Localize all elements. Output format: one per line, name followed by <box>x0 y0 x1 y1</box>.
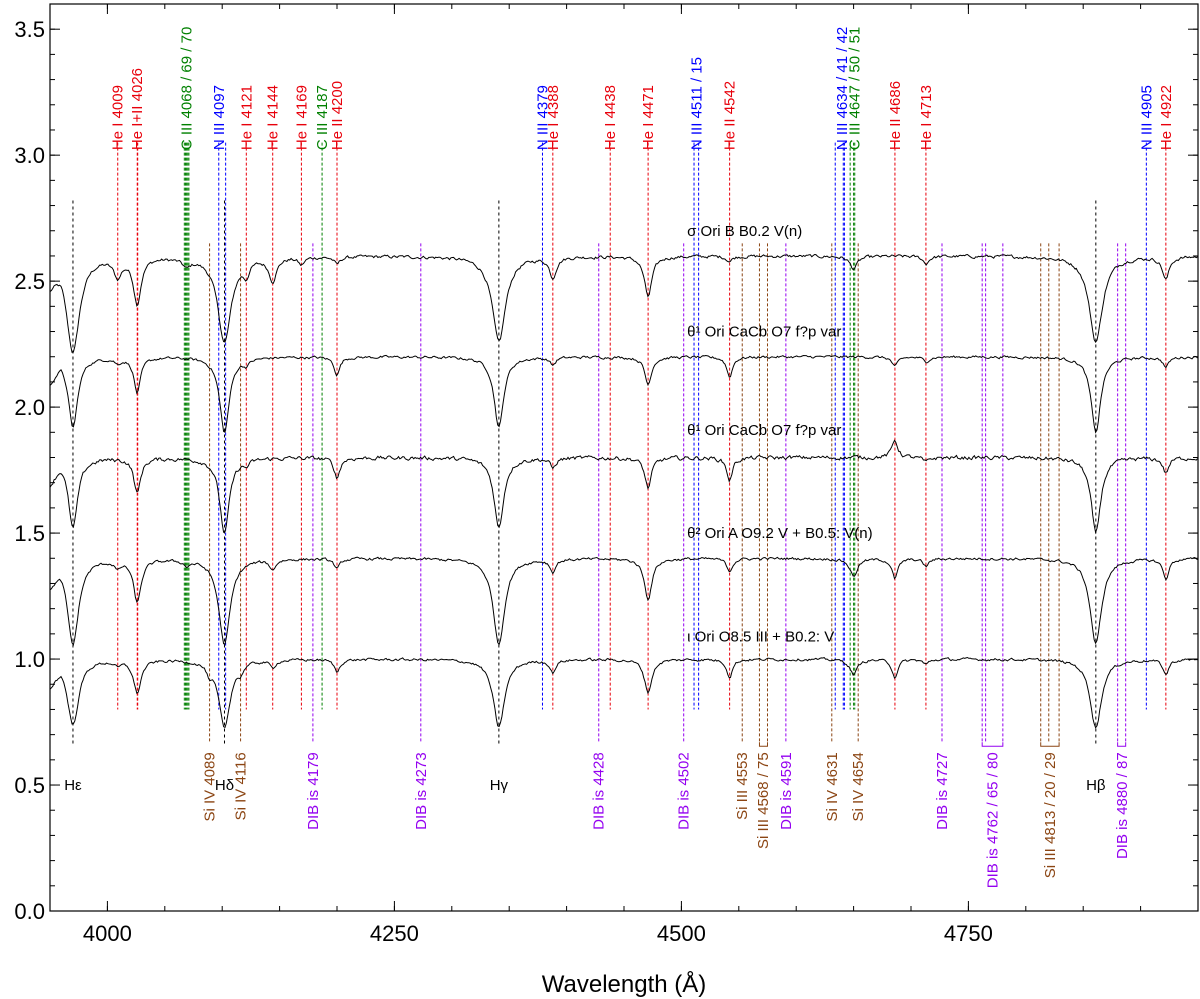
balmer-label: Hε <box>64 777 82 794</box>
top-line-label: N III 4379 <box>534 85 551 150</box>
bottom-line-label: Si IV 4116 <box>233 752 250 820</box>
bottom-line-label: DIB is 4727 <box>934 752 951 830</box>
top-line-label: N III 4634 / 41 / 42 <box>834 27 851 150</box>
top-line-label: C III 4187 <box>314 85 331 150</box>
bottom-line-bracket <box>1040 742 1060 747</box>
line-markers <box>72 142 1167 747</box>
bottom-line-label: Si III 4568 / 75 <box>755 752 772 849</box>
x-tick-label: 4750 <box>944 921 993 946</box>
bottom-line-label: DIB is 4179 <box>305 752 322 830</box>
top-line-label: N III 4511 / 15 <box>688 57 705 150</box>
spectrum-name: ι Ori O8.5 III + B0.2: V <box>687 628 834 645</box>
axes: 4000 4250 4500 4750 0.0 0.5 1.0 1.5 2.0 2.5 3.0 3.5 <box>14 3 1199 946</box>
y-tick-label: 3.5 <box>14 17 45 42</box>
bottom-line-label: DIB is 4880 / 87 <box>1114 752 1131 859</box>
bottom-line-label: DIB is 4762 / 65 / 80 <box>985 752 1002 888</box>
bottom-line-label: DIB is 4428 <box>591 752 608 830</box>
bottom-line-label: Si III 4553 <box>734 752 751 820</box>
bottom-line-label: DIB is 4273 <box>413 752 430 830</box>
spectrum-line <box>49 556 1198 647</box>
top-line-label: He I 4169 <box>293 85 310 150</box>
y-tick-label: 3.0 <box>14 143 45 168</box>
top-line-label: He I 4922 <box>1158 85 1175 150</box>
top-line-label: He I 4438 <box>602 85 619 150</box>
top-line-label: He II 4686 <box>887 81 904 150</box>
top-line-label: C III 4068 / 69 / 70 <box>179 27 196 150</box>
top-line-label: He II 4542 <box>722 81 739 150</box>
line-labels: He I 4009 He I+II 4026 C III 4068 / 69 / 7… <box>64 27 1175 888</box>
bottom-line-label: DIB is 4591 <box>778 752 795 830</box>
top-line-label: C III 4647 / 50 / 51 <box>847 27 864 150</box>
bottom-line-bracket <box>981 742 1004 747</box>
bottom-line-label: Si IV 4631 <box>824 752 841 821</box>
x-tick-label: 4250 <box>370 921 419 946</box>
bottom-line-bracket <box>1117 742 1127 747</box>
y-tick-label: 0.0 <box>14 899 45 924</box>
top-line-label: He II 4200 <box>329 81 346 150</box>
top-line-label: He I+II 4026 <box>129 68 146 150</box>
bottom-line-label: DIB is 4502 <box>676 752 693 830</box>
x-axis-label: Wavelength (Å) <box>542 970 707 998</box>
y-tick-label: 0.5 <box>14 773 45 798</box>
top-line-label: N III 4097 <box>211 85 228 150</box>
bottom-line-label: Si IV 4654 <box>850 752 867 821</box>
spectrum-name: θ¹ Ori CaCb O7 f?p var <box>687 422 841 439</box>
balmer-label: Hγ <box>490 777 509 794</box>
top-line-label: He I 4713 <box>918 85 935 150</box>
spectrum-line <box>49 354 1198 434</box>
top-line-label: He I 4009 <box>110 85 127 150</box>
top-line-label: He I 4471 <box>640 85 657 150</box>
x-tick-label: 4000 <box>83 921 132 946</box>
spectrum-line <box>49 656 1198 729</box>
top-line-label: He I 4144 <box>265 85 282 150</box>
top-line-label: He I 4121 <box>238 85 255 150</box>
spectra-series <box>49 253 1198 729</box>
bottom-line-label: Si IV 4089 <box>202 752 219 821</box>
top-line-label: N III 4905 <box>1138 85 1155 150</box>
y-tick-label: 1.5 <box>14 521 45 546</box>
spectrum-name: θ¹ Ori CaCb O7 f?p var <box>687 324 841 341</box>
top-line-label: He I 4388 <box>545 85 562 150</box>
balmer-label: Hβ <box>1086 777 1106 794</box>
x-tick-label: 4500 <box>657 921 706 946</box>
spectrum-line <box>49 253 1198 353</box>
spectrum-name: θ² Ori A O9.2 V + B0.5: V(n) <box>687 525 873 542</box>
bottom-line-label: Si III 4813 / 20 / 29 <box>1042 752 1059 878</box>
bottom-line-bracket <box>758 742 768 747</box>
y-tick-label: 2.5 <box>14 269 45 294</box>
y-tick-label: 2.0 <box>14 395 45 420</box>
spectrum-line <box>49 439 1198 535</box>
y-tick-label: 1.0 <box>14 647 45 672</box>
balmer-label: Hδ <box>215 777 234 794</box>
spectrum-name: σ Ori B B0.2 V(n) <box>687 223 802 240</box>
